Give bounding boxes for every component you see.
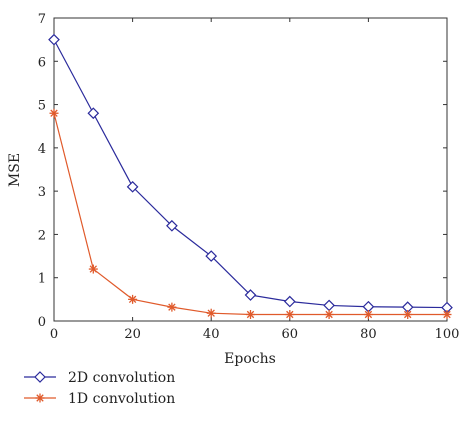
series-1d-point [206, 308, 216, 318]
series-1d-point [246, 310, 255, 320]
star-stroke [404, 310, 412, 319]
y-tick-label: 5 [38, 99, 46, 114]
star-stroke [168, 303, 176, 311]
series-1d-point [49, 108, 59, 118]
star-stroke [36, 394, 44, 402]
x-axis-title: Epochs [224, 351, 276, 367]
star-stroke [246, 310, 255, 319]
y-tick-label: 7 [38, 12, 46, 27]
y-tick-label: 4 [38, 142, 46, 157]
legend: 2D convolution 1D convolution [24, 370, 175, 407]
x-tick-label: 40 [203, 327, 220, 342]
legend-item-1d-label: 1D convolution [68, 391, 175, 407]
series-2d-point [166, 219, 178, 232]
legend-item-1d-marker [35, 393, 45, 403]
star-stroke [50, 109, 58, 117]
y-tick-label: 1 [38, 272, 46, 287]
star-stroke [325, 310, 333, 319]
y-tick-label: 0 [38, 315, 46, 330]
series-2d-point [48, 33, 60, 46]
series-lines [53, 39, 448, 316]
series-markers [48, 33, 453, 320]
x-tick-label: 100 [435, 327, 460, 342]
series-1d-point [88, 264, 98, 274]
series-1d-point [285, 310, 295, 320]
series-2d-point [283, 295, 296, 308]
series-2d-line [53, 39, 448, 309]
series-1d-point [363, 310, 373, 320]
series-1d-point [324, 310, 334, 320]
series-1d-point [403, 310, 413, 320]
legend-item-2d-marker [34, 371, 46, 383]
series-2d-point [244, 289, 257, 301]
series-2d-point [205, 250, 218, 262]
x-tick-label: 20 [124, 327, 141, 342]
star-stroke [443, 310, 451, 319]
y-tick-label: 6 [38, 55, 46, 70]
series-1d-point [167, 302, 177, 312]
y-tick-label: 3 [38, 185, 46, 200]
x-tick-label: 0 [50, 327, 58, 342]
y-tick-label: 2 [38, 228, 46, 243]
star-stroke [364, 310, 373, 319]
star-stroke [89, 265, 97, 273]
legend-item-2d-label: 2D convolution [68, 370, 175, 386]
star-stroke [286, 310, 294, 319]
x-tick-label: 80 [360, 327, 377, 342]
series-1d-point [128, 294, 138, 304]
ticks: 0 20 40 60 80 100 0 1 2 3 4 5 6 7 [38, 12, 460, 342]
star-stroke [128, 295, 137, 304]
plot-frame [53, 17, 448, 322]
series-1d-point [442, 310, 452, 320]
series-2d-point [126, 180, 139, 193]
series-2d-point [87, 107, 100, 120]
x-tick-label: 60 [282, 327, 299, 342]
star-stroke [207, 309, 215, 317]
series-1d-line [53, 113, 447, 316]
y-axis-title: MSE [7, 153, 23, 187]
series-2d-point [323, 299, 335, 312]
